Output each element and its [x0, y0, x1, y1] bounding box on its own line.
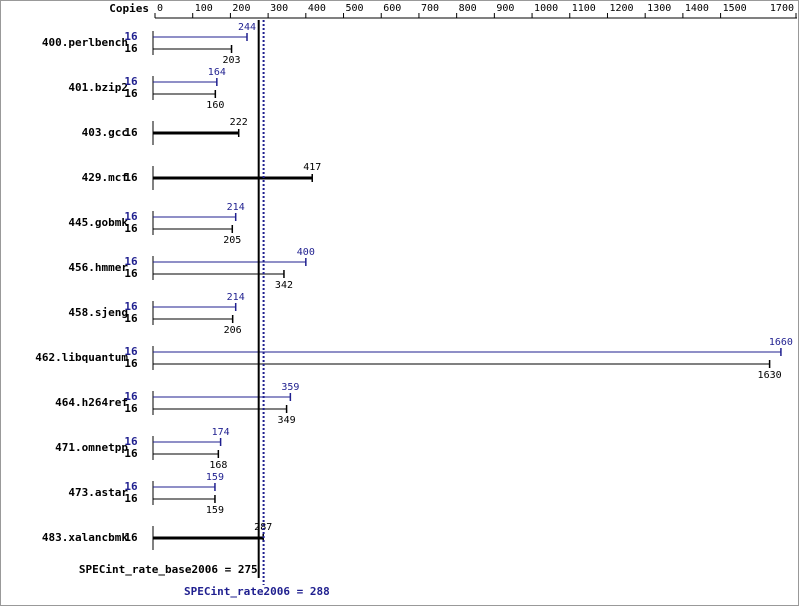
copies-label: 16 [124, 126, 138, 139]
copies-label: 16 [124, 402, 138, 415]
x-tick-label: 1200 [609, 3, 633, 14]
copies-header: Copies [109, 2, 149, 15]
value-label: 203 [223, 55, 241, 66]
copies-label: 16 [124, 171, 138, 184]
copies-label: 16 [124, 390, 138, 403]
value-label: 159 [206, 505, 224, 516]
copies-label: 16 [124, 30, 138, 43]
copies-label: 16 [124, 300, 138, 313]
x-tick-label: 0 [157, 3, 163, 14]
copies-label: 16 [124, 345, 138, 358]
x-tick-label: 1000 [534, 3, 558, 14]
benchmark-label: 458.sjeng [68, 306, 128, 319]
value-label: 244 [238, 22, 256, 33]
value-label: 1660 [769, 337, 793, 348]
copies-label: 16 [124, 267, 138, 280]
x-tick-label: 800 [459, 3, 477, 14]
benchmark-label: 471.omnetpp [55, 441, 128, 454]
value-label: 1630 [758, 370, 782, 381]
value-label: 214 [227, 292, 245, 303]
copies-label: 16 [124, 312, 138, 325]
x-tick-label: 600 [383, 3, 401, 14]
copies-label: 16 [124, 210, 138, 223]
x-tick-label: 500 [346, 3, 364, 14]
x-tick-label: 1500 [723, 3, 747, 14]
x-tick-label: 1100 [572, 3, 596, 14]
copies-label: 16 [124, 357, 138, 370]
copies-label: 16 [124, 531, 138, 544]
x-tick-label: 1300 [647, 3, 671, 14]
value-label: 400 [297, 247, 315, 258]
x-tick-label: 100 [195, 3, 213, 14]
copies-label: 16 [124, 435, 138, 448]
reference-label: SPECint_rate_base2006 = 275 [79, 563, 258, 576]
benchmark-label: 456.hmmer [68, 261, 128, 274]
copies-label: 16 [124, 492, 138, 505]
benchmark-label: 429.mcf [82, 171, 128, 184]
value-label: 164 [208, 67, 226, 78]
x-tick-label: 400 [308, 3, 326, 14]
copies-label: 16 [124, 447, 138, 460]
value-label: 222 [230, 117, 248, 128]
value-label: 342 [275, 280, 293, 291]
copies-label: 16 [124, 255, 138, 268]
x-tick-label: 700 [421, 3, 439, 14]
benchmark-label: 400.perlbench [42, 36, 128, 49]
x-tick-label: 300 [270, 3, 288, 14]
value-label: 287 [254, 522, 272, 533]
copies-label: 16 [124, 42, 138, 55]
copies-label: 16 [124, 480, 138, 493]
x-tick-label: 1700 [770, 3, 794, 14]
benchmark-label: 473.astar [68, 486, 128, 499]
reference-label: SPECint_rate2006 = 288 [184, 585, 330, 598]
benchmark-label: 445.gobmk [68, 216, 128, 229]
benchmark-label: 483.xalancbmk [42, 531, 128, 544]
x-tick-label: 200 [232, 3, 250, 14]
benchmark-label: 462.libquantum [35, 351, 128, 364]
benchmark-label: 401.bzip2 [68, 81, 128, 94]
value-label: 174 [212, 427, 230, 438]
copies-label: 16 [124, 87, 138, 100]
value-label: 160 [206, 100, 224, 111]
benchmark-label: 464.h264ref [55, 396, 128, 409]
copies-label: 16 [124, 75, 138, 88]
value-label: 159 [206, 472, 224, 483]
x-tick-label: 900 [496, 3, 514, 14]
value-label: 206 [224, 325, 242, 336]
value-label: 359 [281, 382, 299, 393]
value-label: 214 [227, 202, 245, 213]
value-label: 417 [303, 162, 321, 173]
copies-label: 16 [124, 222, 138, 235]
value-label: 349 [278, 415, 296, 426]
benchmark-label: 403.gcc [82, 126, 128, 139]
value-label: 205 [223, 235, 241, 246]
x-tick-label: 1400 [685, 3, 709, 14]
value-label: 168 [209, 460, 227, 471]
